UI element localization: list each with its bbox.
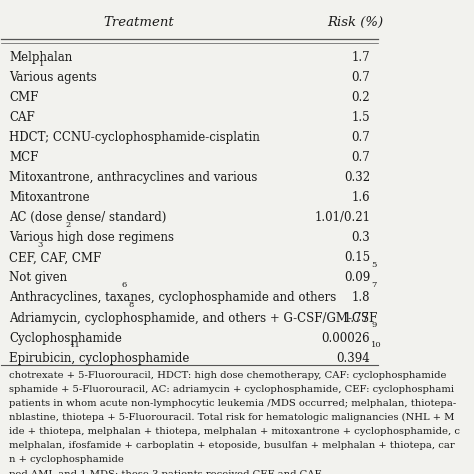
Text: 0.2: 0.2 — [352, 91, 370, 104]
Text: 1.8: 1.8 — [352, 292, 370, 304]
Text: Adriamycin, cyclophosphamide, and others + G-CSF/GM-CSF: Adriamycin, cyclophosphamide, and others… — [9, 311, 377, 325]
Text: 10: 10 — [371, 341, 382, 349]
Text: chotrexate + 5-Fluorouracil, HDCT: high dose chemotherapy, CAF: cyclophosphamide: chotrexate + 5-Fluorouracil, HDCT: high … — [9, 371, 447, 380]
Text: Cyclophosphamide: Cyclophosphamide — [9, 332, 122, 345]
Text: 0.7: 0.7 — [351, 131, 370, 144]
Text: HDCT; CCNU-cyclophosphamide-cisplatin: HDCT; CCNU-cyclophosphamide-cisplatin — [9, 131, 260, 144]
Text: 9: 9 — [371, 321, 377, 329]
Text: 11: 11 — [70, 341, 81, 349]
Text: CEF, CAF, CMF: CEF, CAF, CMF — [9, 251, 101, 264]
Text: Various agents: Various agents — [9, 71, 97, 83]
Text: 2: 2 — [65, 221, 71, 228]
Text: 7: 7 — [371, 281, 377, 289]
Text: Epirubicin, cyclophosphamide: Epirubicin, cyclophosphamide — [9, 352, 190, 365]
Text: ide + thiotepa, melphalan + thiotepa, melphalan + mitoxantrone + cyclophosphamid: ide + thiotepa, melphalan + thiotepa, me… — [9, 427, 460, 436]
Text: ped AML and 1 MDS; these 3 patients received CEF and CAF.: ped AML and 1 MDS; these 3 patients rece… — [9, 470, 323, 474]
Text: n + cyclophosphamide: n + cyclophosphamide — [9, 456, 124, 465]
Text: Not given: Not given — [9, 272, 67, 284]
Text: 0.32: 0.32 — [344, 171, 370, 184]
Text: CAF: CAF — [9, 111, 35, 124]
Text: AC (dose dense/ standard): AC (dose dense/ standard) — [9, 211, 166, 224]
Text: Anthracyclines, taxanes, cyclophosphamide and others: Anthracyclines, taxanes, cyclophosphamid… — [9, 292, 336, 304]
Text: 1.7: 1.7 — [352, 51, 370, 64]
Text: 5: 5 — [371, 261, 377, 269]
Text: 0.00026: 0.00026 — [321, 332, 370, 345]
Text: 0.7: 0.7 — [351, 71, 370, 83]
Text: CMF: CMF — [9, 91, 38, 104]
Text: Melphalan: Melphalan — [9, 51, 72, 64]
Text: 3: 3 — [37, 241, 43, 249]
Text: 1.5: 1.5 — [352, 111, 370, 124]
Text: Mitoxantrone, anthracyclines and various: Mitoxantrone, anthracyclines and various — [9, 171, 257, 184]
Text: patients in whom acute non-lymphocytic leukemia /MDS occurred; melphalan, thiote: patients in whom acute non-lymphocytic l… — [9, 399, 456, 408]
Text: 0.09: 0.09 — [344, 272, 370, 284]
Text: 6: 6 — [122, 281, 127, 289]
Text: Treatment: Treatment — [103, 16, 173, 29]
Text: MCF: MCF — [9, 151, 38, 164]
Text: 0.15: 0.15 — [344, 251, 370, 264]
Text: melphalan, ifosfamide + carboplatin + etoposide, busulfan + melphalan + thiotepa: melphalan, ifosfamide + carboplatin + et… — [9, 441, 455, 450]
Text: sphamide + 5-Fluorouracil, AC: adriamycin + cyclophosphamide, CEF: cyclophospham: sphamide + 5-Fluorouracil, AC: adriamyci… — [9, 385, 454, 394]
Text: 1: 1 — [39, 60, 45, 68]
Text: 0.394: 0.394 — [337, 352, 370, 365]
Text: 8: 8 — [128, 301, 134, 309]
Text: 1.77: 1.77 — [344, 311, 370, 325]
Text: 0.7: 0.7 — [351, 151, 370, 164]
Text: 0.3: 0.3 — [351, 231, 370, 244]
Text: Mitoxantrone: Mitoxantrone — [9, 191, 90, 204]
Text: 1.01/0.21: 1.01/0.21 — [314, 211, 370, 224]
Text: Risk (%): Risk (%) — [327, 16, 383, 29]
Text: 1.6: 1.6 — [352, 191, 370, 204]
Text: Various high dose regimens: Various high dose regimens — [9, 231, 174, 244]
Text: nblastine, thiotepa + 5-Fluorouracil. Total risk for hematologic malignancies (N: nblastine, thiotepa + 5-Fluorouracil. To… — [9, 413, 455, 422]
